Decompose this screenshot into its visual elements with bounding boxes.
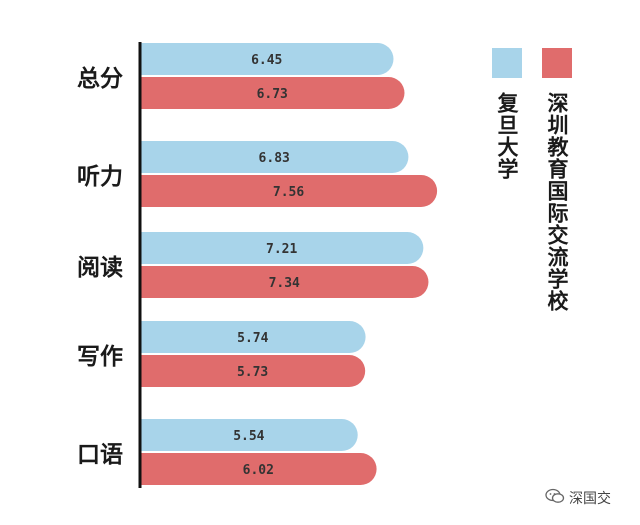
legend-entry-shenzhen: 深圳教育国际交流学校 — [542, 48, 572, 312]
bar-fudan-0 — [140, 43, 394, 75]
category-label-4: 口语 — [77, 442, 123, 468]
data-label-shenzhen-0: 6.73 — [257, 87, 288, 102]
wechat-icon — [545, 488, 565, 508]
data-label-fudan-3: 5.74 — [237, 331, 268, 346]
legend-entry-fudan: 复旦大学 — [492, 48, 522, 180]
data-label-shenzhen-3: 5.73 — [237, 365, 268, 380]
data-label-shenzhen-2: 7.34 — [269, 276, 300, 291]
category-label-1: 听力 — [77, 164, 123, 190]
legend-swatch-fudan — [492, 48, 522, 78]
watermark-text: 深国交 — [569, 491, 611, 507]
data-label-fudan-0: 6.45 — [251, 53, 282, 68]
data-label-fudan-2: 7.21 — [266, 242, 297, 257]
bar-shenzhen-1 — [140, 175, 438, 207]
bar-fudan-4 — [140, 419, 358, 451]
bar-shenzhen-0 — [140, 77, 405, 109]
legend-label-fudan: 复旦大学 — [495, 92, 519, 180]
bar-shenzhen-3 — [140, 355, 366, 387]
watermark: 深国交 — [545, 488, 611, 508]
data-label-shenzhen-1: 7.56 — [273, 185, 304, 200]
legend-swatch-shenzhen — [542, 48, 572, 78]
bar-fudan-2 — [140, 232, 424, 264]
bar-shenzhen-4 — [140, 453, 377, 485]
data-label-fudan-4: 5.54 — [233, 429, 264, 444]
bar-fudan-1 — [140, 141, 409, 173]
category-label-3: 写作 — [77, 344, 123, 370]
bar-shenzhen-2 — [140, 266, 429, 298]
category-label-0: 总分 — [77, 65, 123, 92]
data-label-shenzhen-4: 6.02 — [243, 463, 274, 478]
category-label-2: 阅读 — [77, 255, 123, 281]
legend-label-shenzhen: 深圳教育国际交流学校 — [545, 92, 569, 312]
bar-fudan-3 — [140, 321, 366, 353]
data-label-fudan-1: 6.83 — [259, 151, 290, 166]
